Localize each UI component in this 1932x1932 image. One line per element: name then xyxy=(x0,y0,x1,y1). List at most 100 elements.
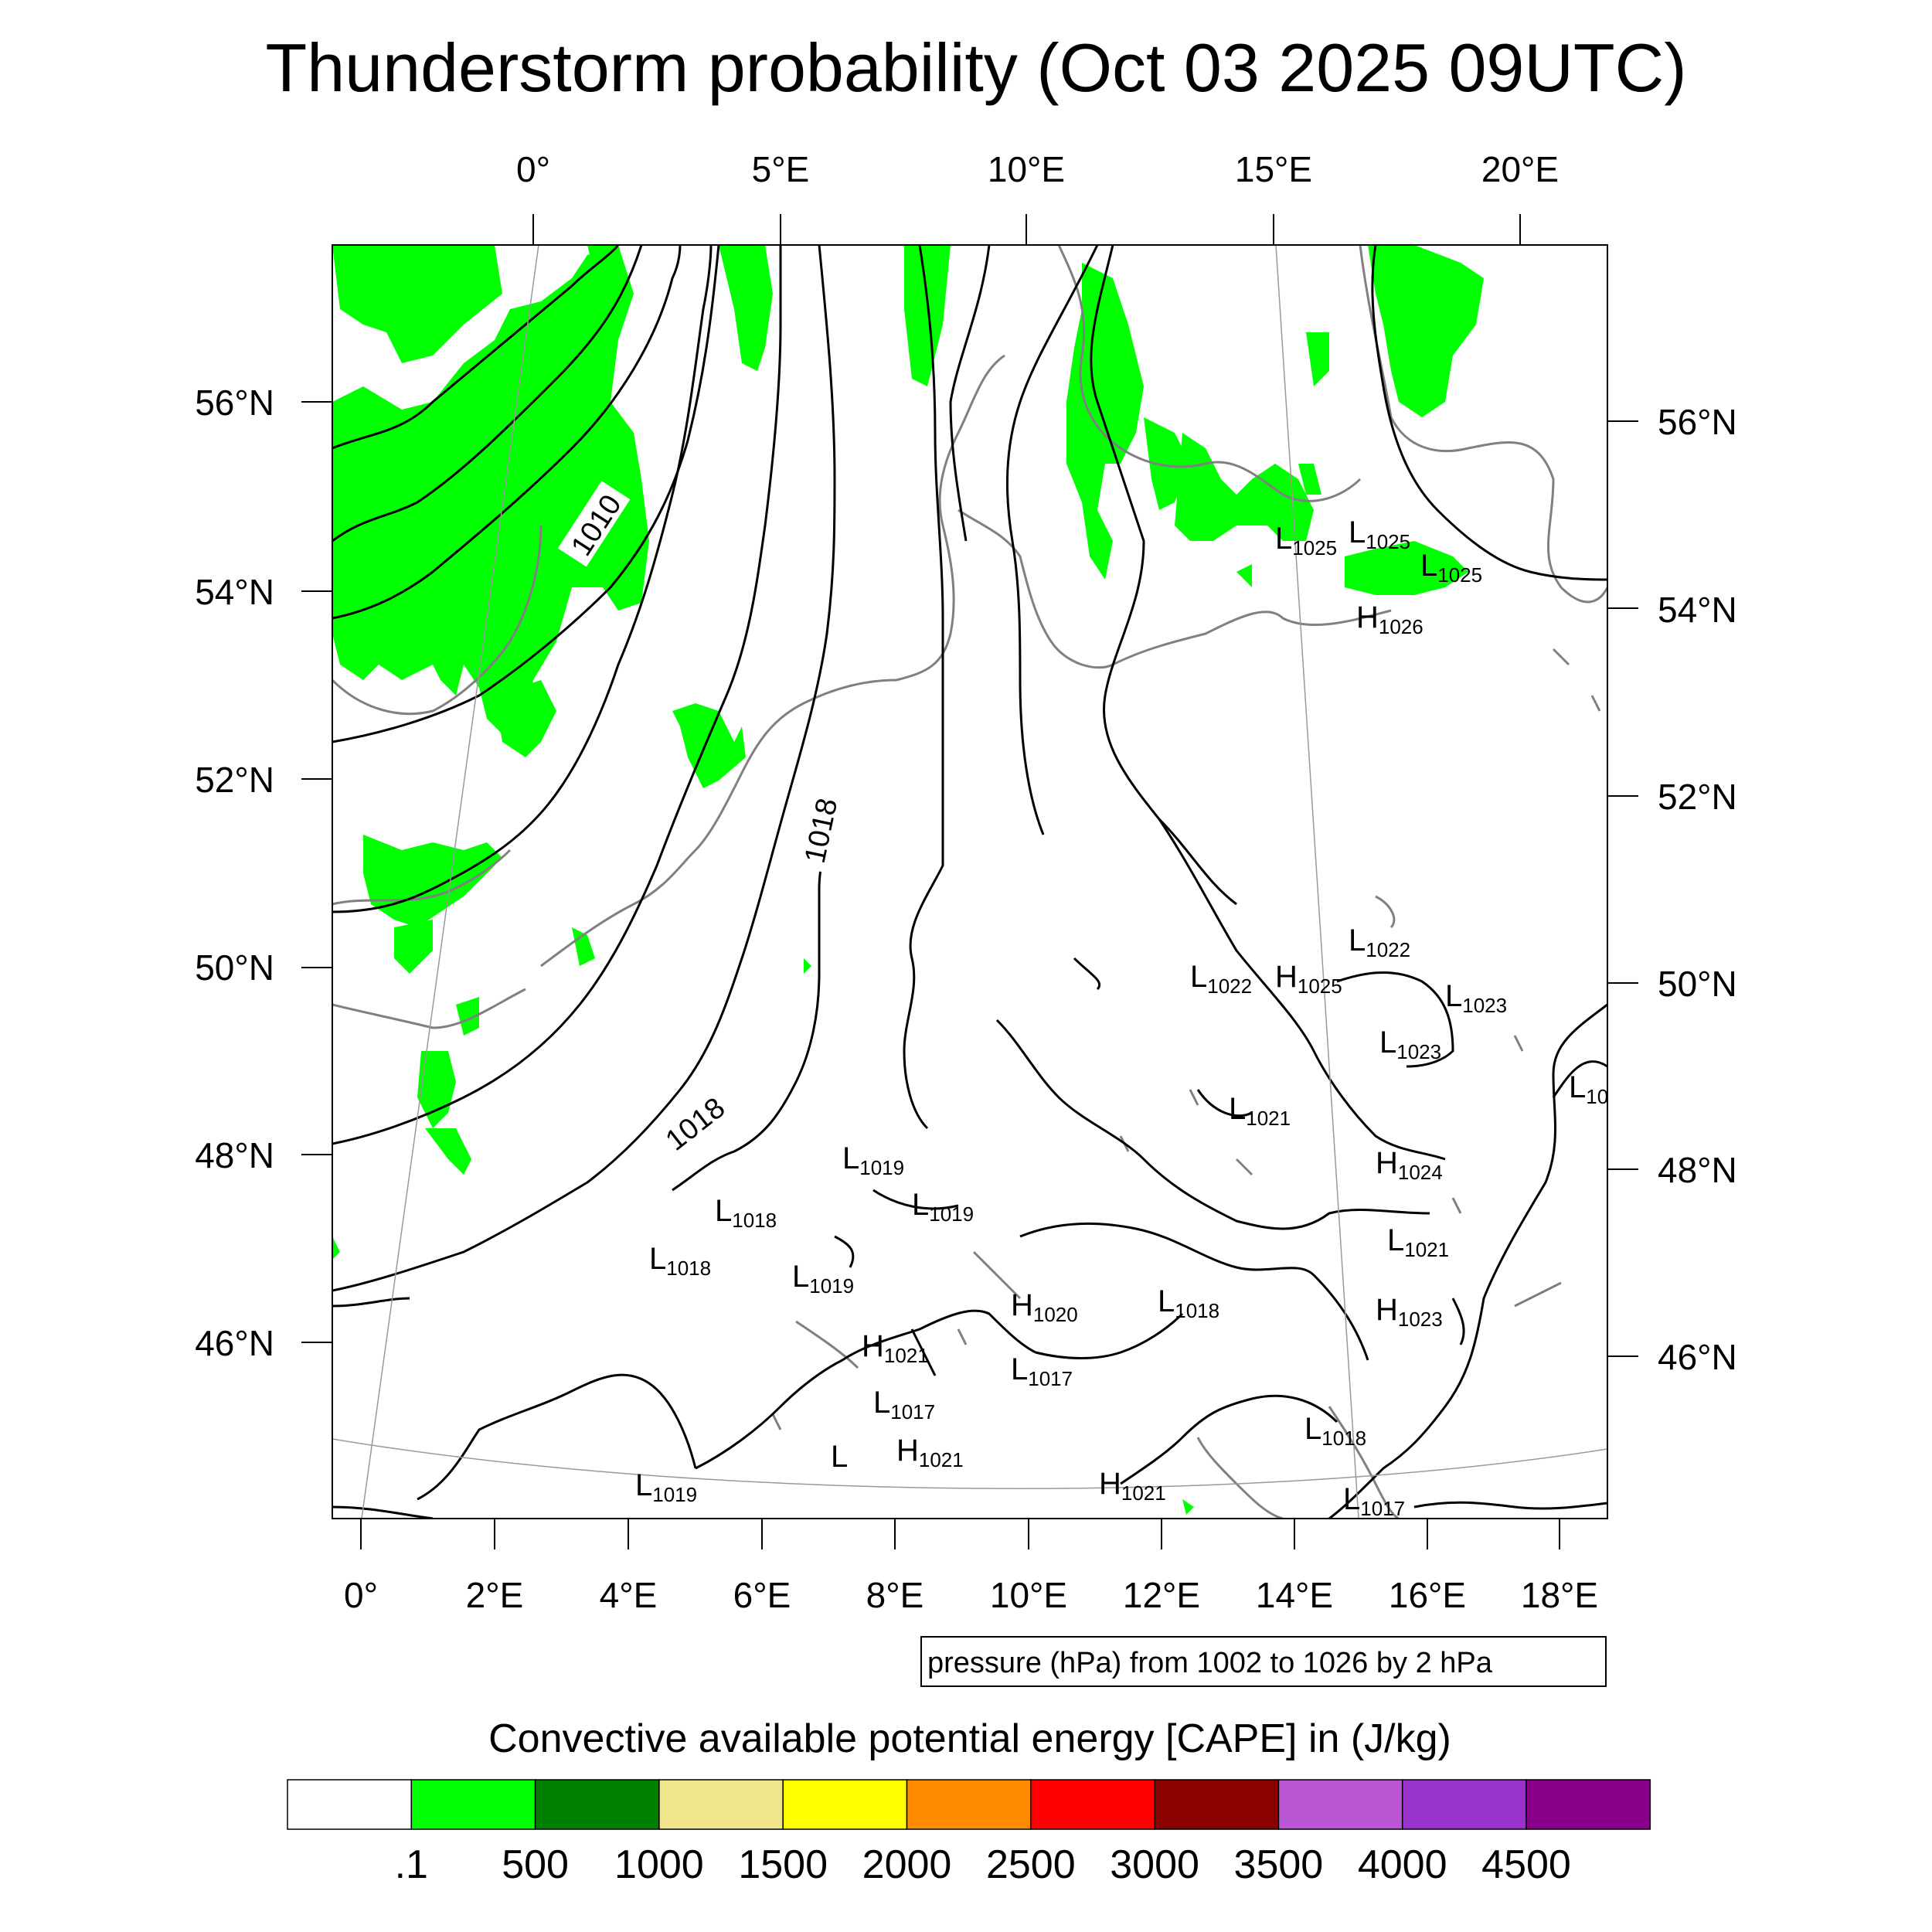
svg-text:H1021: H1021 xyxy=(896,1434,964,1471)
left-lat-label: 48°N xyxy=(195,1135,274,1175)
svg-text:L1025: L1025 xyxy=(1275,522,1337,560)
coastlines xyxy=(332,245,1607,1519)
svg-text:L1018: L1018 xyxy=(1304,1412,1366,1450)
svg-text:L1019: L1019 xyxy=(635,1468,697,1506)
pressure-center-label: H1021 xyxy=(896,1434,964,1471)
bottom-lon-label: 16°E xyxy=(1389,1575,1466,1615)
map-title: Thunderstorm probability (Oct 03 2025 09… xyxy=(265,29,1686,106)
pressure-center-label: H1021 xyxy=(1099,1467,1166,1505)
pressure-center-label: H1023 xyxy=(1376,1293,1443,1331)
colorbar-title: Convective available potential energy [C… xyxy=(488,1716,1451,1761)
pressure-center-label: L xyxy=(831,1440,848,1474)
colorbar-label: 2500 xyxy=(986,1842,1076,1887)
pressure-center-label: L1025 xyxy=(1420,549,1482,587)
svg-text:H1026: H1026 xyxy=(1356,600,1423,638)
cape-regions xyxy=(332,245,1484,1515)
lake-features xyxy=(771,648,1601,1430)
svg-text:H1021: H1021 xyxy=(862,1329,929,1367)
pressure-center-label: L1017 xyxy=(873,1386,935,1423)
contour-info-box: pressure (hPa) from 1002 to 1026 by 2 hP… xyxy=(920,1636,1607,1687)
colorbar-swatch xyxy=(287,1779,413,1830)
svg-text:L1025: L1025 xyxy=(1349,515,1410,553)
svg-text:H1023: H1023 xyxy=(1376,1293,1443,1331)
colorbar-swatch xyxy=(906,1779,1032,1830)
colorbar-swatch xyxy=(410,1779,536,1830)
svg-text:H1021: H1021 xyxy=(1099,1467,1166,1505)
bottom-lon-label: 2°E xyxy=(466,1575,524,1615)
svg-text:L1023: L1023 xyxy=(1379,1026,1441,1063)
colorbar-swatch xyxy=(1401,1779,1527,1830)
graticule xyxy=(332,245,1607,1519)
pressure-center-label: H1025 xyxy=(1275,960,1342,998)
svg-text:1018: 1018 xyxy=(799,795,845,866)
colorbar-label: 1500 xyxy=(738,1842,828,1887)
colorbar-swatch xyxy=(1277,1779,1403,1830)
svg-text:L1021: L1021 xyxy=(1229,1092,1291,1130)
pressure-center-label: L1025 xyxy=(1275,522,1337,560)
svg-text:H1024: H1024 xyxy=(1376,1146,1443,1184)
pressure-center-label: L1018 xyxy=(715,1194,777,1232)
svg-text:H1025: H1025 xyxy=(1275,960,1342,998)
bottom-lon-label: 10°E xyxy=(990,1575,1067,1615)
colorbar-swatch xyxy=(1154,1779,1280,1830)
pressure-center-label: L1022 xyxy=(1190,960,1252,998)
pressure-center-label: H1021 xyxy=(862,1329,929,1367)
plot-frame xyxy=(332,244,1608,1519)
left-ticks xyxy=(301,401,332,1343)
colorbar-swatch xyxy=(534,1779,660,1830)
svg-text:L1017: L1017 xyxy=(873,1386,935,1423)
svg-text:L1022: L1022 xyxy=(1190,960,1252,998)
pressure-center-label: L1019 xyxy=(912,1188,974,1226)
colorbar: .1 500 1000 1500 2000 2500 3000 3500 4000 4500 xyxy=(287,1779,1651,1887)
right-lat-label: 54°N xyxy=(1658,590,1737,630)
top-lon-label: 5°E xyxy=(752,149,810,189)
bottom-ticks xyxy=(360,1519,1560,1549)
pressure-center-label: L1022 xyxy=(1349,923,1410,961)
svg-text:L: L xyxy=(831,1440,848,1474)
pressure-center-label: L1018 xyxy=(1158,1284,1219,1322)
bottom-lon-label: 12°E xyxy=(1123,1575,1200,1615)
svg-text:L1019: L1019 xyxy=(842,1141,904,1179)
pressure-center-label: L1019 xyxy=(842,1141,904,1179)
right-lat-label: 48°N xyxy=(1658,1150,1737,1190)
svg-text:L1017: L1017 xyxy=(1011,1352,1073,1390)
pressure-center-label: H1026 xyxy=(1356,600,1423,638)
bottom-lon-label: 18°E xyxy=(1521,1575,1598,1615)
top-lon-label: 10°E xyxy=(988,149,1065,189)
pressure-centers: L1025 L1025 L1025 H1026 L1022 L1022 H102… xyxy=(635,515,1608,1520)
colorbar-swatch xyxy=(658,1779,784,1830)
top-ticks xyxy=(532,214,1521,245)
colorbar-swatch xyxy=(1526,1779,1651,1830)
colorbar-label: 4000 xyxy=(1358,1842,1447,1887)
svg-text:L1022: L1022 xyxy=(1349,923,1410,961)
top-lon-label: 20°E xyxy=(1481,149,1559,189)
pressure-center-label: L1023 xyxy=(1445,979,1507,1017)
svg-text:pressure (hPa) from 1002 to 10: pressure (hPa) from 1002 to 1026 by 2 hP… xyxy=(927,1647,1493,1679)
left-lat-label: 54°N xyxy=(195,572,274,612)
pressure-center-label: L1018 xyxy=(649,1242,711,1280)
top-lon-label: 0° xyxy=(516,149,550,189)
colorbar-label: 4500 xyxy=(1481,1842,1571,1887)
top-lon-label: 15°E xyxy=(1235,149,1312,189)
contour-label: 1018 xyxy=(651,1083,736,1161)
bottom-lon-label: 4°E xyxy=(600,1575,658,1615)
svg-text:L1017: L1017 xyxy=(1343,1482,1405,1520)
left-lat-label: 56°N xyxy=(195,383,274,423)
pressure-center-label: H1020 xyxy=(1011,1288,1078,1326)
svg-text:L1021: L1021 xyxy=(1387,1223,1449,1261)
map-plot xyxy=(332,245,1607,1519)
pressure-center-label: L1025 xyxy=(1349,515,1410,553)
svg-text:L1025: L1025 xyxy=(1420,549,1482,587)
pressure-center-label: L10 xyxy=(1569,1070,1608,1108)
right-lat-label: 46°N xyxy=(1658,1337,1737,1377)
right-lat-label: 52°N xyxy=(1658,777,1737,817)
bottom-lon-label: 14°E xyxy=(1256,1575,1333,1615)
bottom-lon-label: 0° xyxy=(344,1575,378,1615)
colorbar-label: 500 xyxy=(502,1842,569,1887)
svg-text:L1018: L1018 xyxy=(1158,1284,1219,1322)
pressure-center-label: L1017 xyxy=(1343,1482,1405,1520)
right-lat-label: 56°N xyxy=(1658,402,1737,442)
svg-text:L1023: L1023 xyxy=(1445,979,1507,1017)
isobars xyxy=(332,245,1607,1519)
